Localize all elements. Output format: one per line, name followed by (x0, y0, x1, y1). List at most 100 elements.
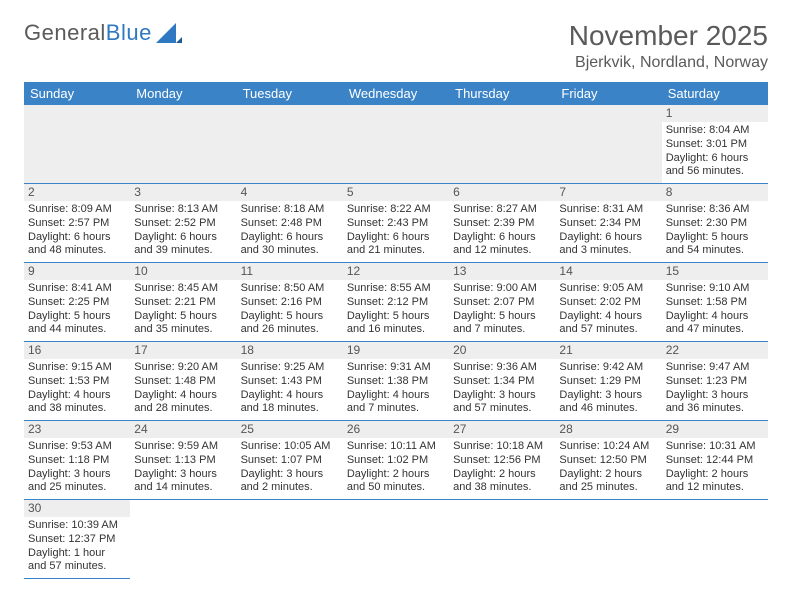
daylight-line: Daylight: 2 hours and 38 minutes. (453, 468, 551, 496)
day-number: 30 (24, 500, 130, 517)
day-number: 27 (449, 421, 555, 438)
day-details: Sunrise: 8:45 AMSunset: 2:21 PMDaylight:… (130, 280, 236, 341)
day-cell: 12Sunrise: 8:55 AMSunset: 2:12 PMDayligh… (343, 263, 449, 342)
sunset-line: Sunset: 1:34 PM (453, 375, 551, 389)
sunrise-line: Sunrise: 9:20 AM (134, 361, 232, 375)
day-number: 23 (24, 421, 130, 438)
day-cell: 22Sunrise: 9:47 AMSunset: 1:23 PMDayligh… (662, 342, 768, 421)
sunset-line: Sunset: 2:39 PM (453, 217, 551, 231)
day-cell: 3Sunrise: 8:13 AMSunset: 2:52 PMDaylight… (130, 184, 236, 263)
daylight-line: Daylight: 3 hours and 25 minutes. (28, 468, 126, 496)
sunrise-line: Sunrise: 8:27 AM (453, 203, 551, 217)
sunrise-line: Sunrise: 9:53 AM (28, 440, 126, 454)
daylight-line: Daylight: 3 hours and 2 minutes. (241, 468, 339, 496)
day-number: 26 (343, 421, 449, 438)
day-number: 28 (555, 421, 661, 438)
day-details: Sunrise: 9:00 AMSunset: 2:07 PMDaylight:… (449, 280, 555, 341)
day-details: Sunrise: 9:47 AMSunset: 1:23 PMDaylight:… (662, 359, 768, 420)
day-cell: 20Sunrise: 9:36 AMSunset: 1:34 PMDayligh… (449, 342, 555, 421)
day-details: Sunrise: 9:10 AMSunset: 1:58 PMDaylight:… (662, 280, 768, 341)
weekday-header: Thursday (449, 82, 555, 105)
daylight-line: Daylight: 5 hours and 26 minutes. (241, 310, 339, 338)
day-number: 7 (555, 184, 661, 201)
sunrise-line: Sunrise: 9:59 AM (134, 440, 232, 454)
empty-cell (555, 105, 661, 184)
day-number: 10 (130, 263, 236, 280)
day-cell: 4Sunrise: 8:18 AMSunset: 2:48 PMDaylight… (237, 184, 343, 263)
weekday-header-row: Sunday Monday Tuesday Wednesday Thursday… (24, 82, 768, 105)
day-details: Sunrise: 8:36 AMSunset: 2:30 PMDaylight:… (662, 201, 768, 262)
sunset-line: Sunset: 2:07 PM (453, 296, 551, 310)
day-cell: 17Sunrise: 9:20 AMSunset: 1:48 PMDayligh… (130, 342, 236, 421)
daylight-line: Daylight: 4 hours and 7 minutes. (347, 389, 445, 417)
sunrise-line: Sunrise: 8:04 AM (666, 124, 764, 138)
daylight-line: Daylight: 2 hours and 50 minutes. (347, 468, 445, 496)
day-cell: 2Sunrise: 8:09 AMSunset: 2:57 PMDaylight… (24, 184, 130, 263)
calendar-table: Sunday Monday Tuesday Wednesday Thursday… (24, 82, 768, 579)
day-details: Sunrise: 8:09 AMSunset: 2:57 PMDaylight:… (24, 201, 130, 262)
day-number: 6 (449, 184, 555, 201)
sunrise-line: Sunrise: 8:31 AM (559, 203, 657, 217)
daylight-line: Daylight: 6 hours and 39 minutes. (134, 231, 232, 259)
daylight-line: Daylight: 2 hours and 25 minutes. (559, 468, 657, 496)
day-details: Sunrise: 8:13 AMSunset: 2:52 PMDaylight:… (130, 201, 236, 262)
day-details: Sunrise: 8:22 AMSunset: 2:43 PMDaylight:… (343, 201, 449, 262)
day-details: Sunrise: 9:25 AMSunset: 1:43 PMDaylight:… (237, 359, 343, 420)
daylight-line: Daylight: 3 hours and 36 minutes. (666, 389, 764, 417)
day-details: Sunrise: 9:36 AMSunset: 1:34 PMDaylight:… (449, 359, 555, 420)
sunrise-line: Sunrise: 9:15 AM (28, 361, 126, 375)
day-cell: 30Sunrise: 10:39 AMSunset: 12:37 PMDayli… (24, 500, 130, 579)
day-details: Sunrise: 8:31 AMSunset: 2:34 PMDaylight:… (555, 201, 661, 262)
sunrise-line: Sunrise: 8:36 AM (666, 203, 764, 217)
day-number: 14 (555, 263, 661, 280)
day-number: 25 (237, 421, 343, 438)
sunrise-line: Sunrise: 10:11 AM (347, 440, 445, 454)
sunrise-line: Sunrise: 8:45 AM (134, 282, 232, 296)
empty-cell (24, 105, 130, 184)
sunset-line: Sunset: 1:02 PM (347, 454, 445, 468)
daylight-line: Daylight: 5 hours and 54 minutes. (666, 231, 764, 259)
title-block: November 2025 Bjerkvik, Nordland, Norway (569, 20, 768, 72)
day-number: 15 (662, 263, 768, 280)
day-details: Sunrise: 9:42 AMSunset: 1:29 PMDaylight:… (555, 359, 661, 420)
day-cell: 19Sunrise: 9:31 AMSunset: 1:38 PMDayligh… (343, 342, 449, 421)
sunset-line: Sunset: 1:43 PM (241, 375, 339, 389)
sunrise-line: Sunrise: 9:10 AM (666, 282, 764, 296)
day-number: 19 (343, 342, 449, 359)
calendar-row: 2Sunrise: 8:09 AMSunset: 2:57 PMDaylight… (24, 184, 768, 263)
sunset-line: Sunset: 12:56 PM (453, 454, 551, 468)
sunset-line: Sunset: 12:37 PM (28, 533, 126, 547)
day-number: 11 (237, 263, 343, 280)
daylight-line: Daylight: 2 hours and 12 minutes. (666, 468, 764, 496)
daylight-line: Daylight: 6 hours and 56 minutes. (666, 152, 764, 180)
brand-logo: GeneralBlue (24, 20, 182, 46)
sunrise-line: Sunrise: 8:22 AM (347, 203, 445, 217)
day-number: 24 (130, 421, 236, 438)
sunrise-line: Sunrise: 8:41 AM (28, 282, 126, 296)
sunset-line: Sunset: 1:58 PM (666, 296, 764, 310)
day-details: Sunrise: 8:50 AMSunset: 2:16 PMDaylight:… (237, 280, 343, 341)
day-details: Sunrise: 10:24 AMSunset: 12:50 PMDayligh… (555, 438, 661, 499)
calendar-row: 1Sunrise: 8:04 AMSunset: 3:01 PMDaylight… (24, 105, 768, 184)
location: Bjerkvik, Nordland, Norway (569, 54, 768, 72)
day-details: Sunrise: 9:31 AMSunset: 1:38 PMDaylight:… (343, 359, 449, 420)
sunrise-line: Sunrise: 9:31 AM (347, 361, 445, 375)
day-cell: 9Sunrise: 8:41 AMSunset: 2:25 PMDaylight… (24, 263, 130, 342)
day-number: 13 (449, 263, 555, 280)
empty-cell (237, 105, 343, 184)
sunrise-line: Sunrise: 10:18 AM (453, 440, 551, 454)
calendar-row: 9Sunrise: 8:41 AMSunset: 2:25 PMDaylight… (24, 263, 768, 342)
day-cell: 11Sunrise: 8:50 AMSunset: 2:16 PMDayligh… (237, 263, 343, 342)
daylight-line: Daylight: 5 hours and 7 minutes. (453, 310, 551, 338)
sunrise-line: Sunrise: 9:25 AM (241, 361, 339, 375)
day-details: Sunrise: 10:39 AMSunset: 12:37 PMDayligh… (24, 517, 130, 578)
day-cell: 7Sunrise: 8:31 AMSunset: 2:34 PMDaylight… (555, 184, 661, 263)
sunrise-line: Sunrise: 10:24 AM (559, 440, 657, 454)
empty-cell (237, 500, 343, 579)
sunrise-line: Sunrise: 8:50 AM (241, 282, 339, 296)
day-cell: 6Sunrise: 8:27 AMSunset: 2:39 PMDaylight… (449, 184, 555, 263)
empty-cell (343, 500, 449, 579)
day-cell: 24Sunrise: 9:59 AMSunset: 1:13 PMDayligh… (130, 421, 236, 500)
day-number: 1 (662, 105, 768, 122)
sunset-line: Sunset: 2:30 PM (666, 217, 764, 231)
